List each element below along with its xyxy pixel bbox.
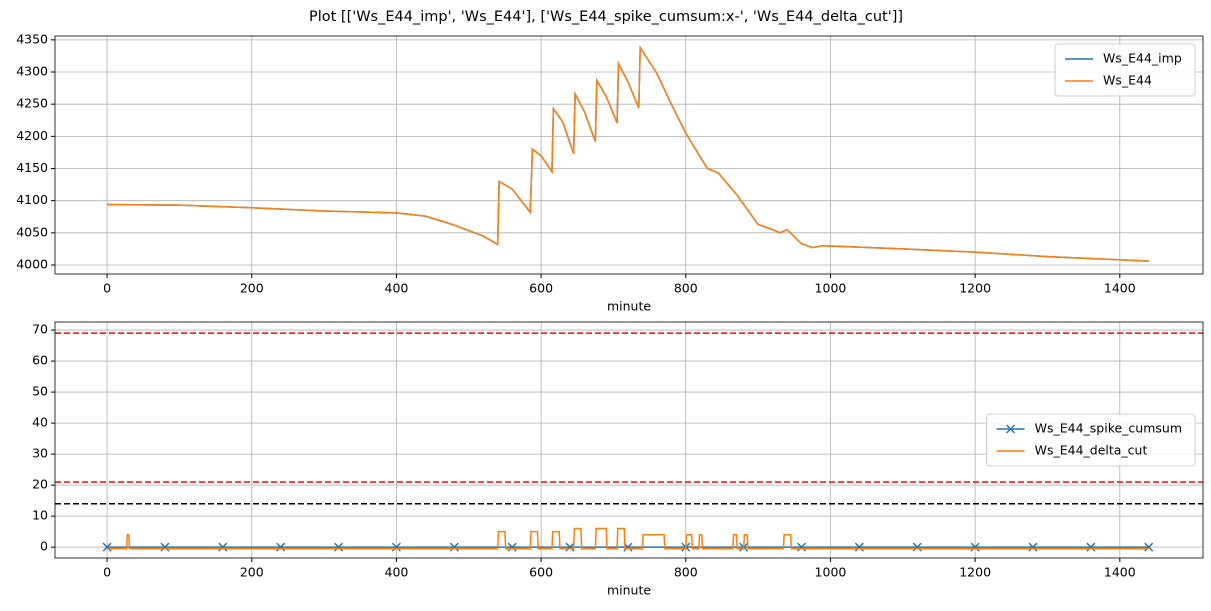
y-tick-label: 4100	[16, 192, 48, 207]
x-axis-label: minute	[607, 299, 651, 314]
x-tick-label: 1000	[815, 565, 847, 580]
y-tick-label: 4350	[16, 31, 48, 46]
y-tick-label: 4150	[16, 160, 48, 175]
x-tick-label: 400	[385, 565, 409, 580]
x-tick-label: 400	[385, 281, 409, 296]
marker	[796, 542, 807, 552]
axes-frame	[54, 35, 1204, 275]
legend-label: Ws_E44	[1103, 73, 1152, 88]
x-tick-label: 1200	[959, 565, 991, 580]
legend-label: Ws_E44_spike_cumsum	[1035, 421, 1182, 436]
y-tick-label: 50	[32, 384, 48, 399]
x-tick-label: 0	[103, 565, 111, 580]
marker	[912, 542, 922, 552]
plot-area	[55, 332, 1203, 552]
x-tick-label: 800	[674, 281, 698, 296]
series-line	[107, 45, 1149, 262]
legend-box	[1054, 43, 1196, 97]
y-tick-label: 4250	[16, 96, 48, 111]
x-tick-label: 1400	[1104, 281, 1136, 296]
marker	[276, 542, 286, 552]
series-line	[107, 45, 1149, 262]
marker	[1086, 542, 1096, 552]
x-tick-label: 200	[240, 281, 264, 296]
x-axis-label: minute	[607, 583, 651, 598]
plot-area	[107, 45, 1149, 262]
x-tick-label: 600	[529, 281, 553, 296]
x-tick-label: 800	[674, 565, 698, 580]
y-tick-label: 30	[32, 446, 48, 461]
y-tick-label: 4050	[16, 224, 48, 239]
y-tick-label: 4200	[16, 128, 48, 143]
y-tick-label: 60	[32, 353, 48, 368]
legend-box	[986, 413, 1196, 467]
marker	[1144, 542, 1154, 552]
marker	[507, 542, 517, 552]
y-tick-label: 20	[32, 477, 48, 492]
marker	[449, 542, 459, 552]
marker	[102, 542, 112, 552]
y-tick-label: 0	[40, 539, 48, 554]
figure-title: Plot [['Ws_E44_imp', 'Ws_E44'], ['Ws_E44…	[309, 9, 903, 25]
series-line	[107, 527, 1149, 550]
marker	[334, 542, 344, 552]
legend-marker	[1006, 424, 1016, 434]
axes-frame	[54, 321, 1204, 559]
x-tick-label: 200	[240, 565, 264, 580]
y-tick-label: 40	[32, 415, 48, 430]
marker	[391, 542, 401, 552]
marker	[565, 542, 575, 552]
legend-label: Ws_E44_imp	[1103, 51, 1182, 66]
marker	[1028, 542, 1038, 552]
marker	[160, 542, 170, 552]
y-tick-label: 4300	[16, 64, 48, 79]
y-tick-label: 4000	[16, 256, 48, 271]
legend-label: Ws_E44_delta_cut	[1035, 443, 1148, 458]
x-tick-label: 1400	[1104, 565, 1136, 580]
x-tick-label: 1200	[959, 281, 991, 296]
marker	[970, 542, 980, 552]
marker	[218, 542, 228, 552]
marker	[854, 542, 864, 552]
y-tick-label: 70	[32, 322, 48, 337]
x-tick-label: 1000	[815, 281, 847, 296]
x-tick-label: 600	[529, 565, 553, 580]
x-tick-label: 0	[103, 281, 111, 296]
y-tick-label: 10	[32, 508, 48, 523]
